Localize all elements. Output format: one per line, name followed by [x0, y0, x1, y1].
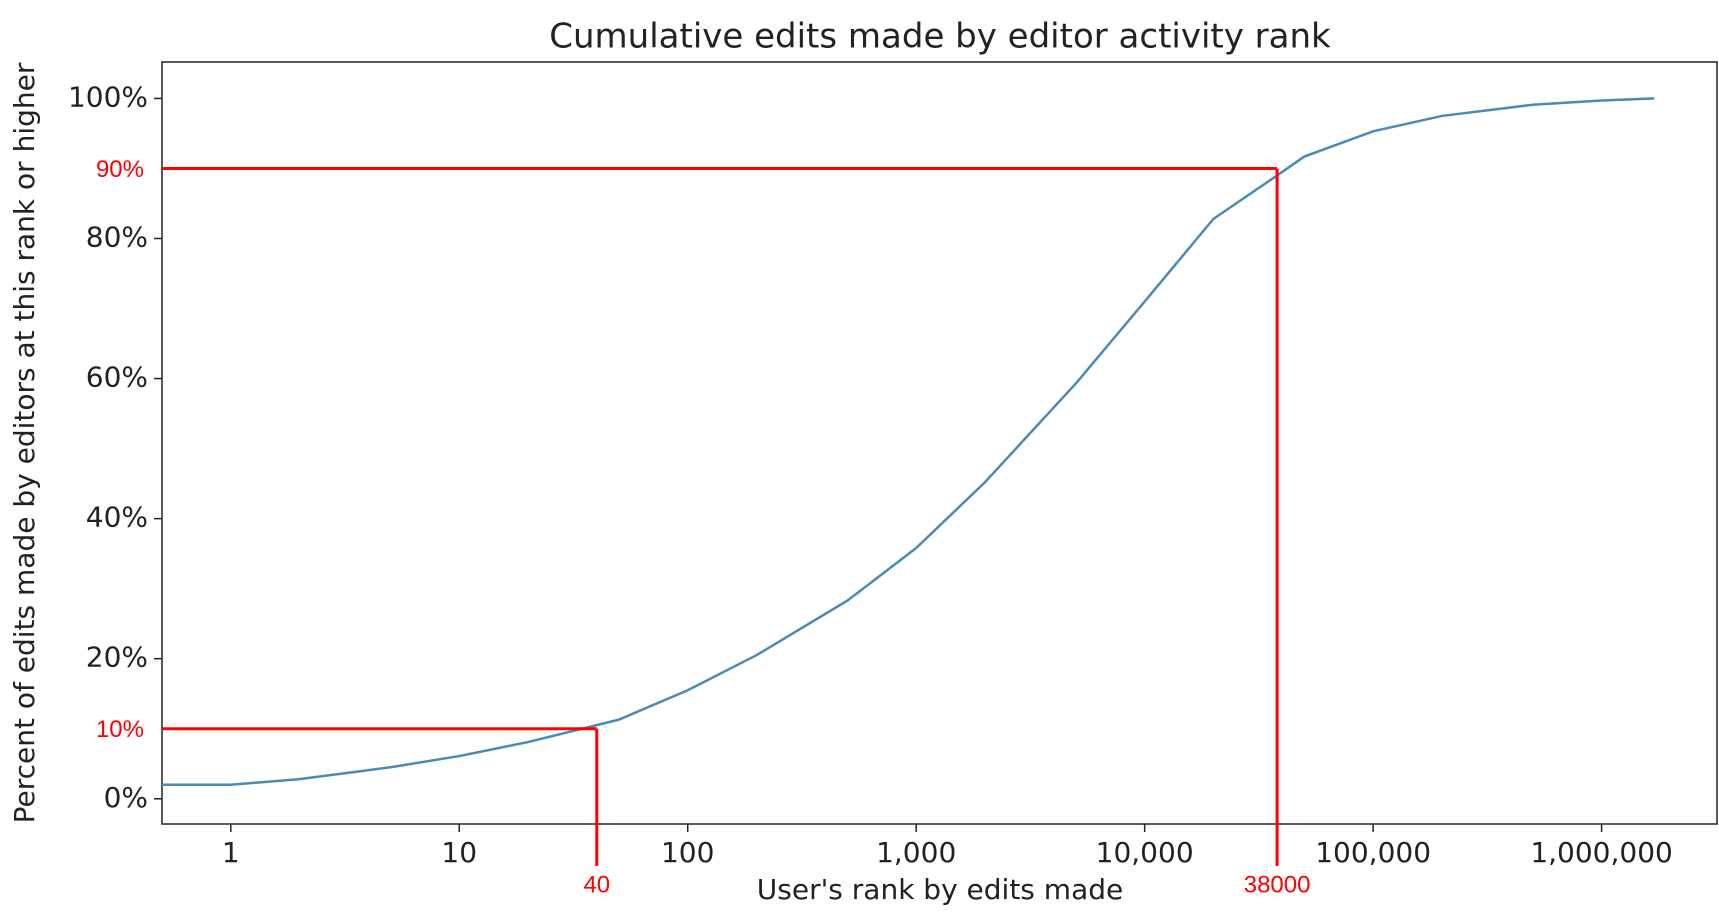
x-tick-label: 10	[441, 836, 477, 869]
y-tick-label: 100%	[68, 80, 148, 113]
y-tick-label: 20%	[86, 641, 148, 674]
y-tick-label: 40%	[86, 501, 148, 534]
y-tick-label: 60%	[86, 361, 148, 394]
x-tick-label: 1	[222, 836, 240, 869]
x-tick-label: 100,000	[1315, 836, 1431, 869]
x-tick-label: 10,000	[1096, 836, 1194, 869]
annotation-x-label: 40	[583, 871, 610, 898]
plot-frame	[162, 62, 1717, 824]
line	[162, 98, 1654, 784]
chart-title: Cumulative edits made by editor activity…	[549, 17, 1331, 57]
y-axis-label: Percent of edits made by editors at this…	[8, 62, 41, 823]
annotation-x-label: 38000	[1244, 871, 1311, 898]
y-tick-label: 80%	[86, 220, 148, 253]
annotation-y-label: 10%	[96, 716, 144, 743]
y-tick-label: 0%	[104, 781, 148, 814]
x-tick-label: 100	[661, 836, 714, 869]
x-axis-label: User's rank by edits made	[757, 873, 1123, 906]
x-tick-label: 1,000,000	[1530, 836, 1673, 869]
annotation-y-label: 90%	[96, 156, 144, 183]
chart: Cumulative edits made by editor activity…	[0, 0, 1719, 913]
x-tick-label: 1,000	[876, 836, 956, 869]
